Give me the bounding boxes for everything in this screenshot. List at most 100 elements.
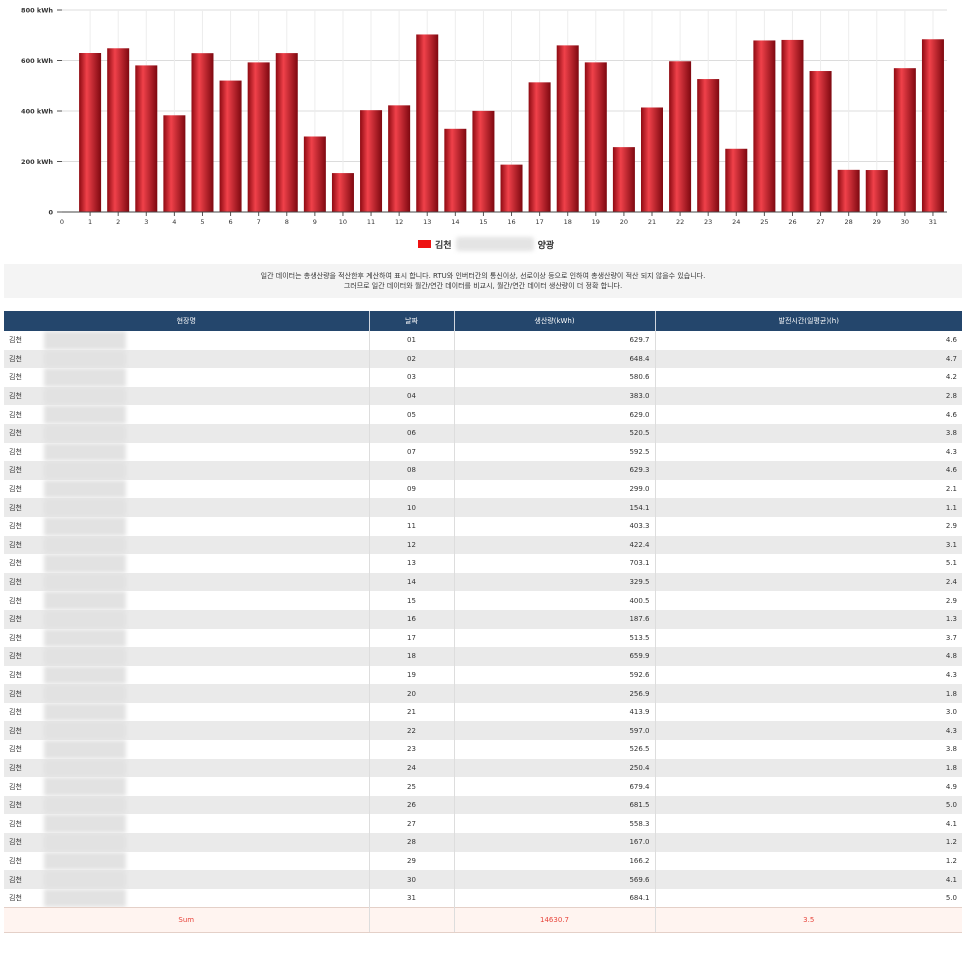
bar-day-30[interactable]	[893, 68, 916, 213]
cell-date: 10	[369, 498, 455, 517]
site-name-redacted	[44, 554, 126, 573]
bar-day-11[interactable]	[360, 110, 383, 212]
cell-site-name: 김천	[4, 535, 370, 555]
bar-day-17[interactable]	[528, 82, 551, 212]
bar-day-4[interactable]	[163, 115, 186, 212]
site-name-redacted	[44, 423, 126, 443]
cell-generation-hours: 2.4	[655, 572, 962, 592]
bar-day-12[interactable]	[388, 105, 411, 212]
table-row: 김천 18 659.9 4.8	[4, 647, 962, 666]
cell-generation-hours: 4.2	[655, 368, 962, 387]
cell-production: 526.5	[454, 740, 656, 759]
table-row: 김천 26 681.5 5.0	[4, 795, 962, 815]
site-name-text: 김천	[9, 838, 22, 847]
cell-production: 569.6	[454, 870, 656, 889]
bar-day-3[interactable]	[135, 65, 158, 212]
bar-day-13[interactable]	[416, 34, 439, 212]
cell-production: 520.5	[454, 423, 656, 443]
x-tick-label: 22	[676, 218, 684, 226]
cell-date: 03	[369, 368, 455, 387]
cell-site-name: 김천	[4, 665, 370, 685]
site-name-redacted	[44, 349, 126, 369]
site-name-redacted	[44, 572, 126, 592]
bar-day-18[interactable]	[556, 45, 579, 213]
bar-day-24[interactable]	[725, 148, 748, 212]
cell-site-name: 김천	[4, 758, 370, 778]
site-name-text: 김천	[9, 522, 22, 531]
header-date[interactable]: 날짜	[369, 311, 455, 331]
bar-day-25[interactable]	[753, 40, 776, 212]
cell-generation-hours: 4.3	[655, 665, 962, 685]
site-name-redacted	[44, 368, 126, 387]
cell-site-name: 김천	[4, 647, 370, 666]
site-name-text: 김천	[9, 726, 22, 735]
cell-generation-hours: 3.8	[655, 740, 962, 759]
bar-day-21[interactable]	[641, 107, 663, 212]
cell-site-name: 김천	[4, 461, 370, 480]
site-name-redacted	[44, 386, 126, 406]
cell-generation-hours: 1.3	[655, 609, 962, 629]
bar-day-5[interactable]	[191, 53, 214, 212]
bar-day-15[interactable]	[472, 110, 495, 212]
cell-date: 21	[369, 702, 455, 722]
site-name-redacted	[44, 442, 126, 462]
x-tick-label: 11	[367, 218, 375, 226]
bar-day-27[interactable]	[809, 71, 832, 212]
x-tick-label: 18	[564, 218, 572, 226]
site-name-text: 김천	[9, 503, 22, 512]
cell-site-name: 김천	[4, 870, 370, 889]
bar-day-19[interactable]	[584, 62, 607, 212]
header-production[interactable]: 생산량(kWh)	[454, 311, 656, 331]
site-name-text: 김천	[9, 875, 22, 884]
x-tick-label: 4	[172, 218, 176, 226]
cell-date: 05	[369, 405, 455, 424]
cell-date: 06	[369, 423, 455, 443]
bar-day-7[interactable]	[247, 62, 270, 212]
cell-generation-hours: 4.6	[655, 405, 962, 424]
bar-day-6[interactable]	[219, 80, 242, 212]
header-site-name[interactable]: 현장명	[4, 311, 370, 331]
cell-generation-hours: 2.8	[655, 386, 962, 406]
x-tick-label: 5	[200, 218, 204, 226]
bar-day-16[interactable]	[500, 164, 523, 212]
cell-site-name: 김천	[4, 405, 370, 424]
cell-generation-hours: 3.7	[655, 628, 962, 648]
site-name-redacted	[44, 684, 126, 703]
bar-day-20[interactable]	[612, 147, 635, 212]
bar-day-26[interactable]	[781, 39, 804, 212]
bar-day-29[interactable]	[865, 170, 888, 212]
cell-production: 703.1	[454, 554, 656, 573]
bar-day-2[interactable]	[107, 48, 130, 213]
site-name-redacted	[44, 535, 126, 555]
table-row: 김천 05 629.0 4.6	[4, 405, 962, 424]
header-generation-hours[interactable]: 발전시간(일평균)(h)	[655, 311, 962, 331]
cell-production: 629.3	[454, 461, 656, 480]
x-tick-label: 2	[116, 218, 120, 226]
y-tick-label: 600 kWh	[21, 57, 53, 65]
sum-production: 14630.7	[454, 907, 656, 934]
site-name-redacted	[44, 777, 126, 796]
table-row: 김천 06 520.5 3.8	[4, 423, 962, 443]
bar-day-22[interactable]	[669, 61, 692, 212]
x-tick-label: 15	[479, 218, 487, 226]
cell-date: 31	[369, 888, 455, 908]
bar-day-23[interactable]	[697, 79, 720, 212]
bar-day-14[interactable]	[444, 128, 467, 212]
x-tick-label: 3	[144, 218, 148, 226]
bar-day-10[interactable]	[331, 173, 354, 212]
sum-generation-hours: 3.5	[655, 907, 962, 934]
bar-day-31[interactable]	[921, 39, 944, 212]
site-name-text: 김천	[9, 745, 22, 754]
cell-date: 24	[369, 758, 455, 778]
bar-day-8[interactable]	[275, 53, 298, 213]
cell-production: 403.3	[454, 516, 656, 536]
chart-legend[interactable]: 김천 양광	[418, 237, 554, 251]
bar-day-28[interactable]	[837, 169, 860, 212]
cell-date: 18	[369, 647, 455, 666]
site-name-redacted	[44, 628, 126, 648]
cell-date: 22	[369, 721, 455, 741]
table-row: 김천 25 679.4 4.9	[4, 777, 962, 796]
bar-day-1[interactable]	[79, 53, 102, 213]
bar-day-9[interactable]	[303, 136, 326, 212]
cell-date: 15	[369, 591, 455, 610]
